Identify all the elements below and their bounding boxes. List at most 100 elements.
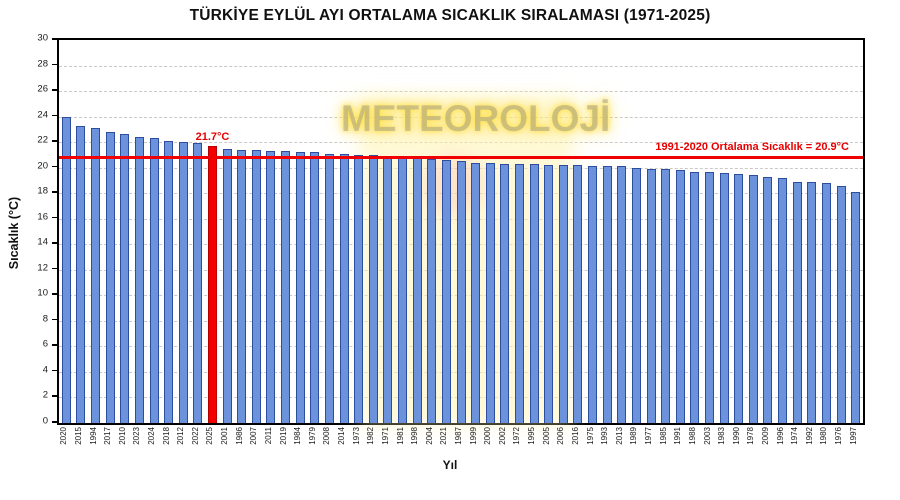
bar-2014 [339,153,349,423]
bar-1993 [602,166,612,423]
y-tick-mark [52,165,57,168]
y-tick-label-14: 14 [37,236,48,248]
x-tick-label-1979: 1979 [307,427,317,445]
bar-2013 [617,166,627,423]
y-tick-label-24: 24 [37,109,48,121]
bar-2025 [207,145,217,423]
x-tick-label-1981: 1981 [395,427,405,445]
x-tick-label-1976: 1976 [834,427,844,445]
bar-2022 [193,143,203,423]
x-tick-label-2000: 2000 [483,427,493,445]
bar-2012 [178,142,188,423]
bar-1974 [792,181,802,423]
bar-1988 [690,171,700,423]
y-tick-label-22: 22 [37,134,48,146]
chart-title: TÜRKİYE EYLÜL AYI ORTALAMA SICAKLIK SIRA… [189,7,711,24]
y-tick-mark [52,242,57,244]
x-tick-label-1980: 1980 [819,427,829,445]
bar-1989 [631,167,641,423]
x-tick-label-2001: 2001 [220,427,230,445]
y-tick-mark [52,395,57,397]
x-tick-label-2016: 2016 [570,427,580,445]
y-tick-label-0: 0 [42,415,48,427]
bar-1978 [748,175,758,423]
x-tick-label-2012: 2012 [176,427,186,445]
x-tick-label-1984: 1984 [293,427,303,445]
bar-1999 [471,162,481,423]
x-tick-label-1994: 1994 [88,427,98,445]
x-tick-label-2015: 2015 [73,427,83,445]
y-tick-label-20: 20 [37,160,48,172]
bar-2015 [76,125,86,423]
bar-2008 [324,153,334,423]
x-tick-label-1977: 1977 [644,427,654,445]
y-tick-label-10: 10 [37,287,48,299]
x-tick-label-1975: 1975 [585,427,595,445]
x-tick-label-2004: 2004 [424,427,434,445]
y-tick-mark [52,114,57,117]
x-tick-label-2010: 2010 [117,427,127,445]
bar-1994 [91,128,101,423]
bar-1991 [675,170,685,423]
bar-2005 [544,165,554,423]
bar-2007 [251,149,261,423]
x-tick-label-1989: 1989 [629,427,639,445]
x-tick-label-2017: 2017 [103,427,113,445]
x-tick-label-1997: 1997 [848,427,858,445]
x-tick-label-1990: 1990 [731,427,741,445]
x-tick-label-2025: 2025 [205,427,215,445]
x-tick-label-2024: 2024 [147,427,157,445]
y-tick-mark [52,421,57,423]
y-tick-mark [52,63,57,66]
x-tick-label-2018: 2018 [161,427,171,445]
y-tick-mark [52,344,57,346]
bar-2021 [441,160,451,423]
bar-1987 [456,161,466,423]
x-tick-label-1971: 1971 [380,427,390,445]
x-tick-label-1983: 1983 [717,427,727,445]
y-tick-label-8: 8 [42,313,48,325]
x-tick-label-1993: 1993 [600,427,610,445]
y-tick-label-18: 18 [37,185,48,197]
bar-1979 [310,152,320,423]
x-tick-label-2003: 2003 [702,427,712,445]
bar-2003 [705,171,714,423]
bar-2000 [485,162,495,423]
bar-2019 [281,151,291,423]
x-tick-label-2007: 2007 [249,427,259,445]
y-axis-title: Sıcaklık (°C) [7,196,21,270]
x-tick-label-1985: 1985 [658,427,668,445]
x-tick-label-2023: 2023 [132,427,142,445]
y-tick-label-28: 28 [37,58,48,70]
bar-2009 [763,176,773,423]
highlight-value-label: 21.7°C [195,130,230,143]
x-tick-label-2013: 2013 [614,427,624,445]
bar-1972 [514,163,524,423]
bar-1976 [836,185,846,423]
y-tick-mark [52,38,57,40]
x-tick-label-2011: 2011 [263,427,273,445]
x-tick-label-1986: 1986 [234,427,244,445]
bar-1992 [807,181,817,423]
bar-2023 [134,137,144,423]
x-tick-label-2020: 2020 [59,427,69,445]
bar-1986 [237,149,247,423]
x-tick-label-1991: 1991 [673,427,683,445]
y-tick-mark [52,191,57,193]
x-tick-label-1996: 1996 [775,427,785,445]
bar-2018 [164,140,174,423]
x-tick-label-1982: 1982 [366,427,376,445]
x-tick-label-1972: 1972 [512,427,522,445]
x-tick-label-1998: 1998 [410,427,420,445]
bar-2020 [61,116,71,423]
x-tick-label-1978: 1978 [746,427,756,445]
x-tick-label-2008: 2008 [322,427,332,445]
x-tick-label-2019: 2019 [278,427,288,445]
bar-2010 [120,134,130,423]
bar-1985 [661,168,671,423]
bar-1996 [778,177,788,423]
y-tick-mark [52,216,57,219]
bar-1990 [734,174,744,423]
